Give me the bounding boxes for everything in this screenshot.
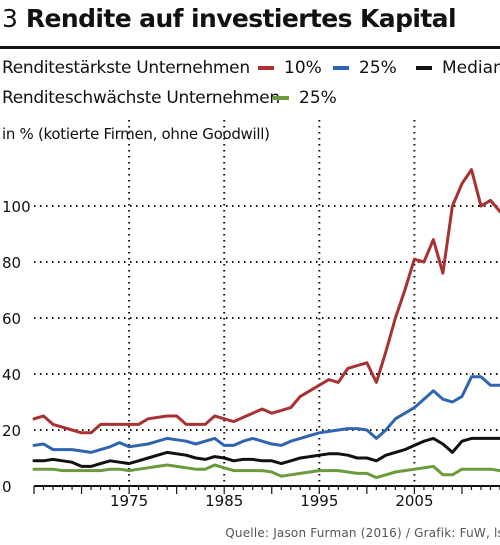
y-tick-label-40: 40 [2, 366, 21, 384]
legend-label-median: Median [442, 58, 500, 78]
title-rule [0, 46, 500, 49]
series-layer [32, 168, 500, 480]
legend-label-bottom25: 25% [299, 88, 337, 108]
source-note: Quelle: Jason Furman (2016) / Grafik: Fu… [225, 526, 500, 540]
legend-item-top10: 10% [258, 56, 322, 80]
legend-group-top-label: Renditestärkste Unternehmen [2, 58, 250, 78]
grid-layer [34, 120, 500, 486]
legend-label-top10: 10% [284, 58, 322, 78]
series-line-0 [32, 168, 500, 435]
legend-group-bottom-label: Renditeschwächste Unternehmen [2, 88, 280, 108]
y-tick-label-0: 0 [2, 478, 12, 496]
x-tick-label-1985: 1985 [205, 492, 243, 510]
legend-item-top25: 25% [333, 56, 397, 80]
legend-swatch-median [416, 66, 432, 70]
legend-item-median: Median [416, 56, 500, 80]
x-tick-label-1995: 1995 [300, 492, 338, 510]
series-line-2 [32, 436, 500, 468]
x-tick-label-2005: 2005 [395, 492, 433, 510]
legend-row-top: Renditestärkste Unternehmen [2, 56, 500, 80]
chart-number: 3 [2, 4, 18, 33]
y-tick-label-80: 80 [2, 254, 21, 272]
y-tick-label-60: 60 [2, 310, 21, 328]
series-line-3 [32, 463, 500, 480]
legend-item-bottom25: 25% [273, 86, 337, 110]
y-axis-unit-label: in % (kotierte Firmen, ohne Goodwill) [2, 125, 270, 143]
legend-swatch-top25 [333, 66, 349, 70]
label-layer: 0 20 40 60 80 100 1975 1985 1995 2005 [2, 198, 434, 510]
chart-header: 3 Rendite auf investiertes Kapital [2, 4, 500, 44]
y-tick-label-20: 20 [2, 422, 21, 440]
series-line-1 [32, 375, 500, 454]
legend-label-top25: 25% [359, 58, 397, 78]
axis-layer [33, 485, 500, 494]
chart-title: Rendite auf investiertes Kapital [25, 4, 457, 33]
y-tick-label-100: 100 [2, 198, 31, 216]
legend-row-bottom: Renditeschwächste Unternehmen [2, 86, 300, 110]
x-tick-label-1975: 1975 [110, 492, 148, 510]
legend-swatch-bottom25 [273, 96, 289, 100]
legend-swatch-top10 [258, 66, 274, 70]
